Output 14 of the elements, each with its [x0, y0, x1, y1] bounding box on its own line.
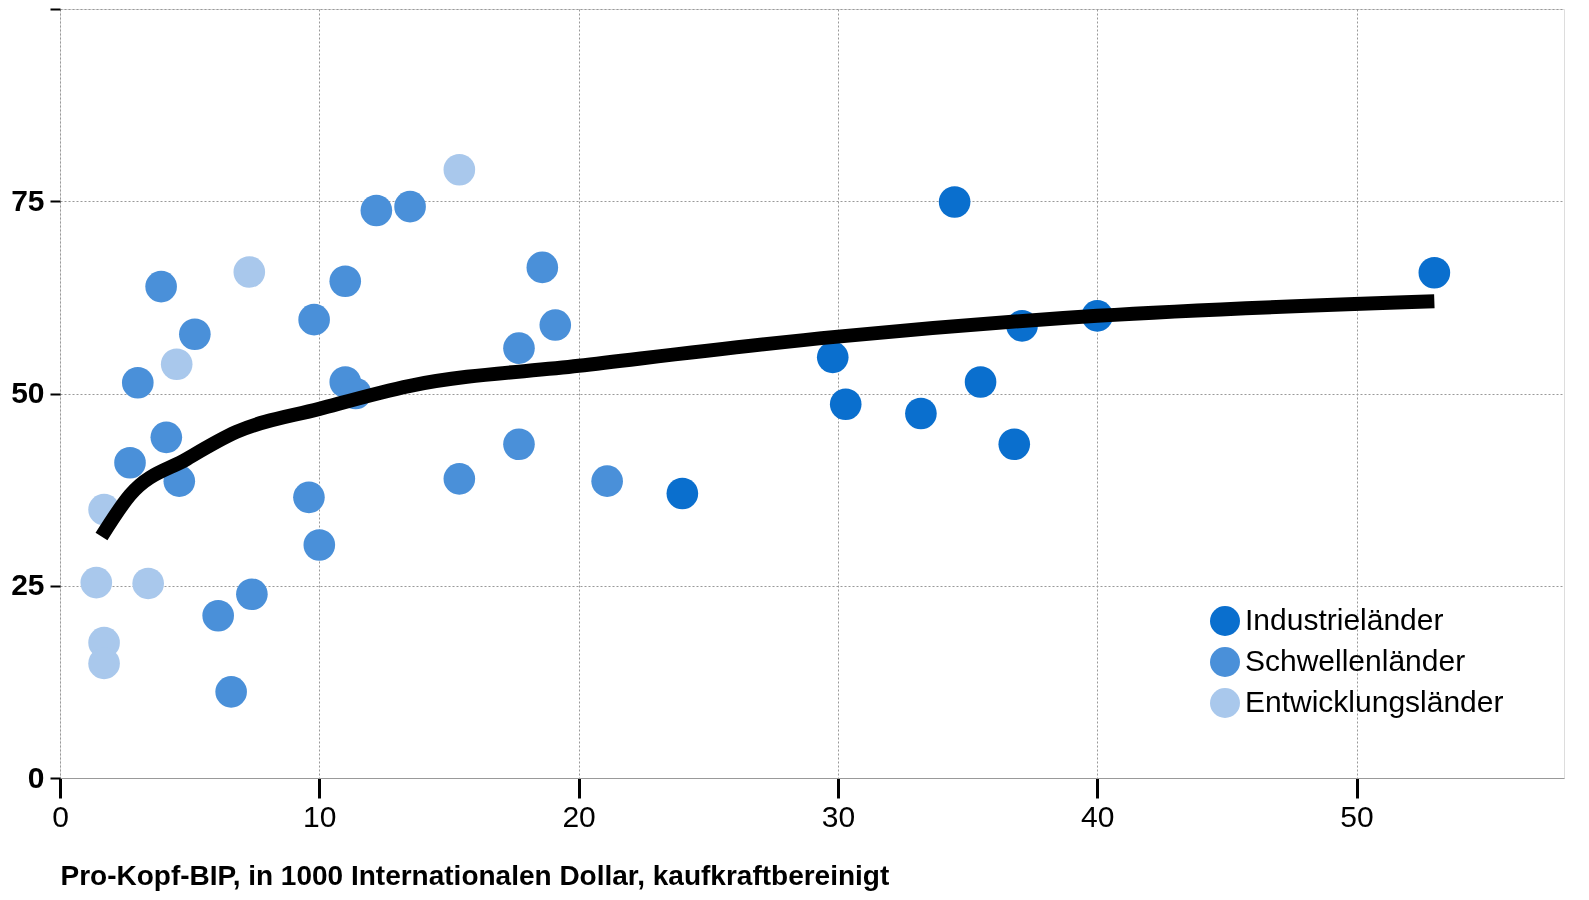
x-tick-label: 50: [1340, 799, 1374, 833]
y-tick-label: 25: [11, 568, 45, 602]
legend-label: Industrieländer: [1245, 603, 1444, 636]
y-tick-label: 75: [11, 183, 45, 217]
y-tick-label: 0: [27, 760, 45, 794]
x-tick-label: 30: [821, 799, 856, 833]
x-axis-title: Pro-Kopf-BIP, in 1000 Internationalen Dollar, kaufkraftbereinigt: [60, 859, 890, 891]
x-tick-label: 40: [1081, 799, 1115, 833]
x-tick-label: 20: [562, 799, 596, 833]
x-tick-label: 10: [303, 799, 337, 833]
x-tick-label: 0: [52, 799, 69, 833]
legend-label: Schwellenländer: [1245, 644, 1466, 677]
legend-label: Entwicklungsländer: [1245, 685, 1504, 718]
y-tick-label: 50: [11, 376, 45, 409]
